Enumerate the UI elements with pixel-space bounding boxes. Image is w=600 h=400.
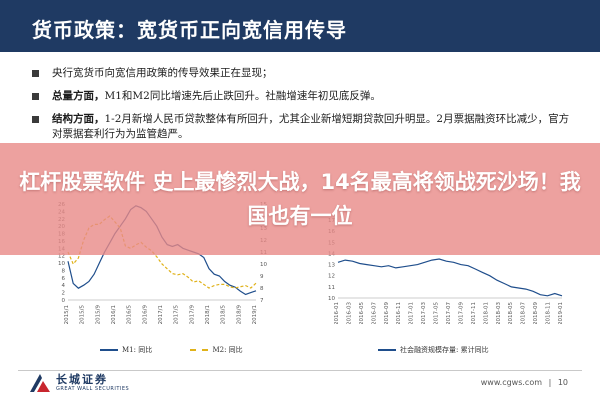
x-tick-label: 2016/9 bbox=[142, 305, 148, 324]
legend-item-tsf: 社会融资规模存量: 累计同比 bbox=[378, 345, 489, 355]
y-left-tick-label: 0 bbox=[62, 298, 66, 304]
legend-item-m2: M2: 同比 bbox=[190, 345, 243, 355]
y-right-tick-label: 7 bbox=[260, 298, 264, 304]
logo-subtitle: GREAT WALL SECURITIES bbox=[56, 386, 130, 392]
legend-label: M1: 同比 bbox=[122, 346, 153, 354]
x-tick-label: 2019-01 bbox=[558, 302, 564, 324]
logo-name: 长城证券 bbox=[56, 373, 108, 386]
x-tick-label: 2015/5 bbox=[80, 305, 86, 324]
footer-divider bbox=[18, 370, 582, 371]
x-tick-label: 2018-09 bbox=[533, 302, 539, 324]
x-tick-label: 2016/1 bbox=[111, 305, 117, 324]
legend-swatch bbox=[190, 349, 209, 351]
x-tick-label: 2017/5 bbox=[174, 305, 180, 324]
footer-separator: | bbox=[548, 378, 552, 387]
bullet-item: 总量方面，M1和M2同比增速先后止跌回升。社融增速年初见底反弹。 bbox=[30, 89, 578, 104]
legend-swatch bbox=[100, 349, 118, 351]
legend-swatch bbox=[378, 349, 396, 351]
x-tick-label: 2018-11 bbox=[546, 302, 552, 324]
x-tick-label: 2018-05 bbox=[508, 302, 514, 324]
bullet-bold-lead: 结构方面， bbox=[52, 113, 105, 125]
x-tick-label: 2017-09 bbox=[458, 302, 464, 324]
bullet-list: 央行宽货币向宽信用政策的传导效果正在显现； 总量方面，M1和M2同比增速先后止跌… bbox=[30, 66, 578, 150]
x-tick-label: 2015/9 bbox=[95, 305, 101, 324]
y-left-tick-label: 10 bbox=[58, 261, 65, 267]
x-tick-label: 2018/9 bbox=[236, 305, 242, 324]
y-right-tick-label: 9 bbox=[260, 274, 264, 280]
x-tick-label: 2018-03 bbox=[496, 302, 502, 324]
x-tick-label: 2017-11 bbox=[471, 302, 477, 324]
series-line-m2 bbox=[67, 215, 257, 289]
great-wall-logo-icon bbox=[30, 374, 50, 392]
x-tick-label: 2018/1 bbox=[205, 305, 211, 324]
x-tick-label: 2017-05 bbox=[434, 302, 440, 324]
x-tick-label: 2016/5 bbox=[127, 305, 133, 324]
y-left-tick-label: 6 bbox=[62, 276, 66, 282]
bullet-item: 结构方面，1-2月新增人民币贷款整体有所回升，尤其企业新增短期贷款回升明显。2月… bbox=[30, 112, 578, 142]
social-financing-legend: 社会融资规模存量: 累计同比 bbox=[378, 345, 525, 355]
footer-url: www.cgws.com | 10 bbox=[481, 378, 568, 387]
y-right-tick-label: 10 bbox=[260, 262, 267, 268]
x-tick-label: 2019/1 bbox=[252, 305, 258, 324]
legend-label: M2: 同比 bbox=[212, 346, 243, 354]
y-right-tick-label: 8 bbox=[260, 286, 264, 292]
bullet-bold-lead: 总量方面， bbox=[52, 90, 105, 102]
y-tick-label: 11 bbox=[328, 285, 335, 291]
y-tick-label: 13 bbox=[328, 263, 335, 269]
x-tick-label: 2016-01 bbox=[334, 302, 340, 324]
bullet-text: 1-2月新增人民币贷款整体有所回升，尤其企业新增短期贷款回升明显。2月票据融资环… bbox=[52, 113, 570, 140]
bullet-item: 央行宽货币向宽信用政策的传导效果正在显现； bbox=[30, 66, 578, 81]
y-tick-label: 10 bbox=[328, 296, 335, 302]
x-tick-label: 2015/1 bbox=[64, 305, 70, 324]
x-tick-label: 2017-01 bbox=[409, 302, 415, 324]
x-tick-label: 2016-09 bbox=[384, 302, 390, 324]
y-left-tick-label: 4 bbox=[62, 283, 66, 289]
headline-overlay-band bbox=[0, 143, 600, 255]
square-bullet-icon bbox=[32, 93, 39, 100]
square-bullet-icon bbox=[32, 70, 39, 77]
x-tick-label: 2017-03 bbox=[421, 302, 427, 324]
x-tick-label: 2016-03 bbox=[346, 302, 352, 324]
y-left-tick-label: 12 bbox=[58, 254, 65, 260]
page-number: 10 bbox=[557, 378, 568, 387]
y-tick-label: 12 bbox=[328, 274, 335, 280]
x-tick-label: 2017/9 bbox=[189, 305, 195, 324]
bullet-text: M1和M2同比增速先后止跌回升。社融增速年初见底反弹。 bbox=[104, 90, 381, 102]
x-tick-label: 2017/1 bbox=[158, 305, 164, 324]
slide-title: 货币政策：宽货币正向宽信用传导 bbox=[32, 18, 347, 42]
x-tick-label: 2016-11 bbox=[396, 302, 402, 324]
slide-header: 货币政策：宽货币正向宽信用传导 bbox=[0, 0, 600, 52]
x-tick-label: 2016-05 bbox=[359, 302, 365, 324]
series-line-social-financing bbox=[337, 258, 563, 297]
company-logo: 长城证券 GREAT WALL SECURITIES bbox=[30, 374, 129, 392]
legend-item-m1: M1: 同比 bbox=[100, 345, 152, 355]
x-tick-label: 2018-01 bbox=[483, 302, 489, 324]
x-tick-label: 2018-07 bbox=[521, 302, 527, 324]
money-supply-legend: M1: 同比 M2: 同比 bbox=[100, 345, 279, 355]
square-bullet-icon bbox=[32, 116, 39, 123]
x-tick-label: 2017-07 bbox=[446, 302, 452, 324]
website-url: www.cgws.com bbox=[480, 378, 543, 387]
x-tick-label: 2016-07 bbox=[371, 302, 377, 324]
bullet-text: 央行宽货币向宽信用政策的传导效果正在显现； bbox=[52, 67, 273, 79]
y-left-tick-label: 8 bbox=[62, 268, 66, 274]
x-tick-label: 2018/5 bbox=[221, 305, 227, 324]
legend-label: 社会融资规模存量: 累计同比 bbox=[400, 346, 489, 354]
overlay-headline: 杠杆股票软件 史上最惨烈大战，14名最高将领战死沙场！我国也有一位 bbox=[19, 170, 581, 228]
y-left-tick-label: 2 bbox=[62, 291, 66, 297]
